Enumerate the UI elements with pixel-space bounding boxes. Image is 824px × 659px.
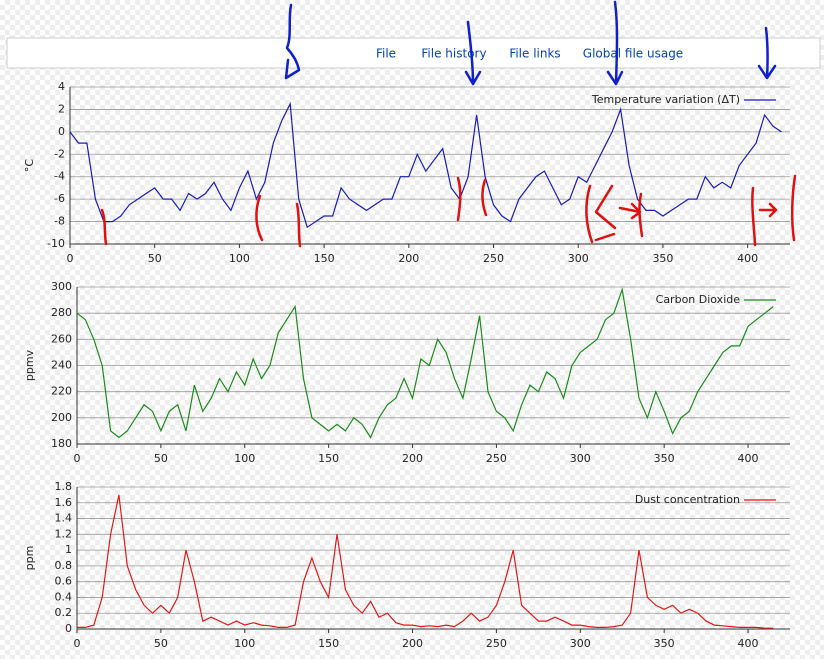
annotation-mark xyxy=(295,202,302,248)
y-tick-label: 2 xyxy=(58,102,65,115)
chart: 180 200 220 240 260 280 300 0 50 100 150 200 250 300 3… xyxy=(23,280,790,465)
x-tick-label: 0 xyxy=(74,452,81,465)
y-tick-label: -4 xyxy=(54,170,65,183)
x-tick-label: 400 xyxy=(738,637,759,650)
tab-bar xyxy=(6,37,821,69)
y-tick-label: 240 xyxy=(51,359,72,372)
y-tick-label: 0 xyxy=(58,125,65,138)
x-tick-label: 300 xyxy=(568,252,589,265)
y-tick-label: -6 xyxy=(54,192,65,205)
legend-label: Carbon Dioxide xyxy=(656,293,741,306)
data-line xyxy=(76,287,774,439)
x-tick-label: 150 xyxy=(318,637,339,650)
x-tick-label: 0 xyxy=(74,637,81,650)
x-tick-label: 50 xyxy=(148,252,162,265)
x-tick-label: 350 xyxy=(652,252,673,265)
x-tick-label: 200 xyxy=(402,637,423,650)
x-tick-label: 300 xyxy=(570,637,591,650)
x-tick-label: 100 xyxy=(234,452,255,465)
annotation-arrow xyxy=(757,26,777,80)
y-tick-label: 0.4 xyxy=(55,590,73,603)
y-tick-label: 1.6 xyxy=(55,496,73,509)
y-tick-label: 4 xyxy=(58,80,65,93)
legend-label: Dust concentration xyxy=(635,493,740,506)
x-tick-label: 100 xyxy=(229,252,250,265)
x-tick-label: 350 xyxy=(654,452,675,465)
y-tick-label: 0.8 xyxy=(55,559,73,572)
annotation-mark xyxy=(585,184,617,244)
annotation-mark xyxy=(790,174,797,242)
y-tick-label: -2 xyxy=(54,147,65,160)
x-tick-label: 250 xyxy=(486,452,507,465)
y-tick-label: 1.8 xyxy=(55,480,73,493)
y-tick-label: -8 xyxy=(54,215,65,228)
annotation-arrow xyxy=(464,20,482,86)
annotations xyxy=(100,0,797,248)
annotation-mark xyxy=(751,186,778,247)
annotation-mark xyxy=(481,178,488,217)
y-tick-label: 260 xyxy=(51,332,72,345)
x-tick-label: 200 xyxy=(398,252,419,265)
x-tick-label: 50 xyxy=(154,637,168,650)
y-tick-label: 180 xyxy=(51,437,72,450)
x-tick-label: 350 xyxy=(654,637,675,650)
x-tick-label: 150 xyxy=(318,452,339,465)
y-tick-label: 300 xyxy=(51,280,72,293)
x-tick-label: 250 xyxy=(486,637,507,650)
annotation-arrow xyxy=(606,0,624,86)
x-tick-label: 0 xyxy=(67,252,74,265)
y-axis-label: ppmv xyxy=(23,349,36,381)
tab[interactable]: File links xyxy=(509,47,560,61)
tab[interactable]: Global file usage xyxy=(583,47,683,61)
chart: 0 0.2 0.4 0.6 0.8 1 1.2 1.4 1.6 1.8 0 50 100 150 200 25… xyxy=(23,480,790,650)
x-tick-label: 200 xyxy=(402,452,423,465)
y-tick-label: -10 xyxy=(47,237,65,250)
x-tick-label: 400 xyxy=(738,452,759,465)
y-tick-label: 200 xyxy=(51,411,72,424)
y-tick-label: 220 xyxy=(51,385,72,398)
y-tick-label: 0 xyxy=(65,622,72,635)
data-line xyxy=(69,101,782,229)
tab[interactable]: File history xyxy=(421,47,486,61)
data-line xyxy=(77,494,774,629)
annotation-mark xyxy=(456,176,462,222)
chart: -10 -8 -6 -4 -2 0 2 4 0 50 100 150 200 250 300 350 400 °C… xyxy=(23,80,790,265)
y-tick-label: 1.2 xyxy=(55,527,73,540)
annotation-arrow xyxy=(284,3,301,80)
y-tick-label: 1.4 xyxy=(55,512,73,525)
x-tick-label: 400 xyxy=(737,252,758,265)
x-tick-label: 250 xyxy=(483,252,504,265)
y-tick-label: 280 xyxy=(51,306,72,319)
tab[interactable]: File xyxy=(376,47,396,61)
y-tick-label: 0.6 xyxy=(55,575,73,588)
x-tick-label: 150 xyxy=(314,252,335,265)
legend-label: Temperature variation (ΔT) xyxy=(591,93,740,106)
x-tick-label: 300 xyxy=(570,452,591,465)
x-tick-label: 100 xyxy=(234,637,255,650)
x-tick-label: 50 xyxy=(154,452,168,465)
annotation-mark xyxy=(255,194,264,242)
y-tick-label: 0.2 xyxy=(55,606,73,619)
y-axis-label: ppm xyxy=(23,546,36,571)
y-tick-label: 1 xyxy=(65,543,72,556)
y-axis-label: °C xyxy=(23,159,36,173)
annotation-mark xyxy=(100,208,108,246)
annotation-mark xyxy=(618,192,644,238)
